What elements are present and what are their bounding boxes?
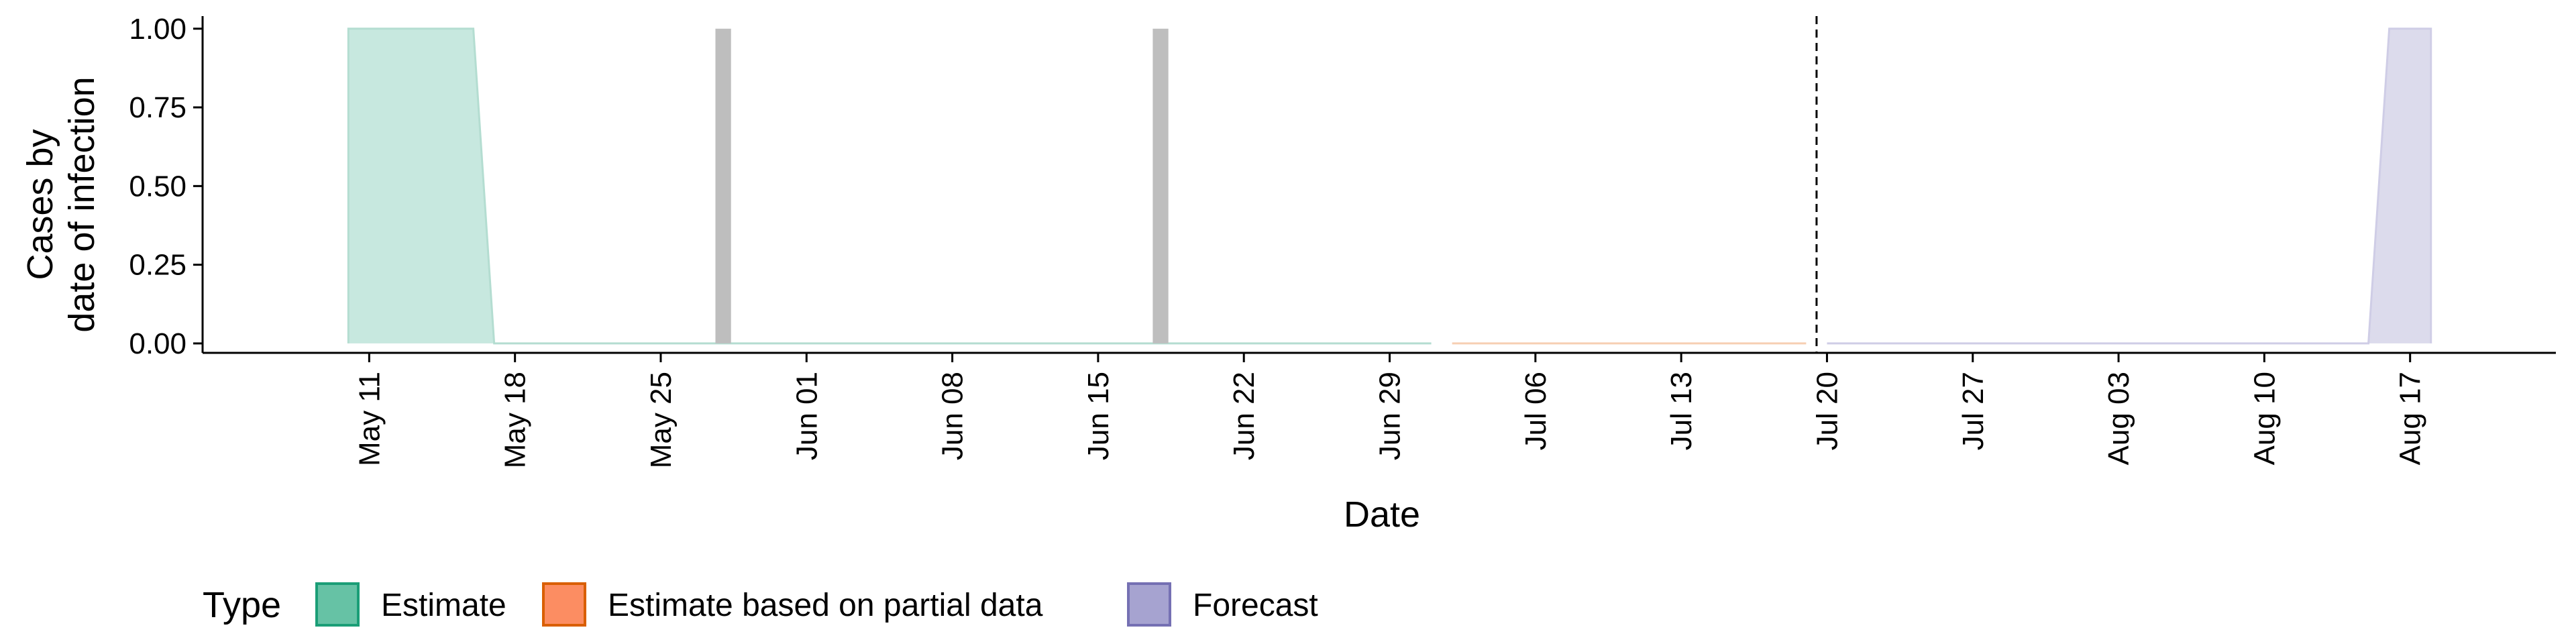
legend-key-2 [542,582,586,627]
x-tick-label: Aug 10 [2248,372,2281,465]
legend: Type Estimate Estimate based on partial d… [203,582,1318,627]
x-axis-title: Date [1344,494,1420,535]
y-axis-title-line-2: date of infection [62,76,102,332]
legend-title: Type [203,585,281,625]
area-series-3 [1827,28,2431,343]
x-tick-label: Jul 27 [1957,372,1990,450]
x-tick-label: Jun 15 [1082,372,1115,460]
area-outline-series-1 [347,28,1432,345]
x-tick-label: Jun 22 [1228,372,1260,460]
x-tick-label: Jul 13 [1665,372,1698,450]
legend-label-1: Estimate [381,588,506,623]
area-series-1 [348,28,1432,343]
y-axis-title-line-1: Cases by [20,129,60,280]
y-tick-label: 0.00 [129,327,186,360]
x-tick-label: May 18 [499,372,532,468]
x-tick-label: May 11 [353,372,386,466]
reported-case-bar-1 [715,28,731,343]
y-ticks: 0.00 0.25 0.50 0.75 1.00 [129,13,203,360]
area-outline-series-3 [1827,28,2432,345]
x-tick-label: Jun 29 [1374,372,1407,460]
legend-key-3 [1127,582,1171,627]
y-tick-label: 0.25 [129,249,186,282]
x-tick-label: Jul 06 [1519,372,1552,450]
reported-case-bar-2 [1152,28,1169,343]
legend-key-1 [315,582,360,627]
x-tick-label: Jun 08 [936,372,969,460]
y-tick-label: 0.75 [129,91,186,124]
y-tick-label: 1.00 [129,13,186,46]
legend-label-3: Forecast [1193,588,1318,623]
x-ticks: May 11 May 18 May 25 Jun 01 Jun 08 Jun 15 Jun … [353,353,2427,468]
axes [201,16,2556,354]
plot-area [347,16,2432,353]
x-tick-label: Aug 03 [2102,372,2135,465]
x-tick-label: Aug 17 [2394,372,2427,465]
x-tick-label: May 25 [645,372,678,468]
x-tick-label: Jul 20 [1811,372,1843,450]
legend-label-2: Estimate based on partial data [608,588,1043,623]
y-tick-label: 0.50 [129,170,186,203]
x-tick-label: Jun 01 [790,372,823,460]
